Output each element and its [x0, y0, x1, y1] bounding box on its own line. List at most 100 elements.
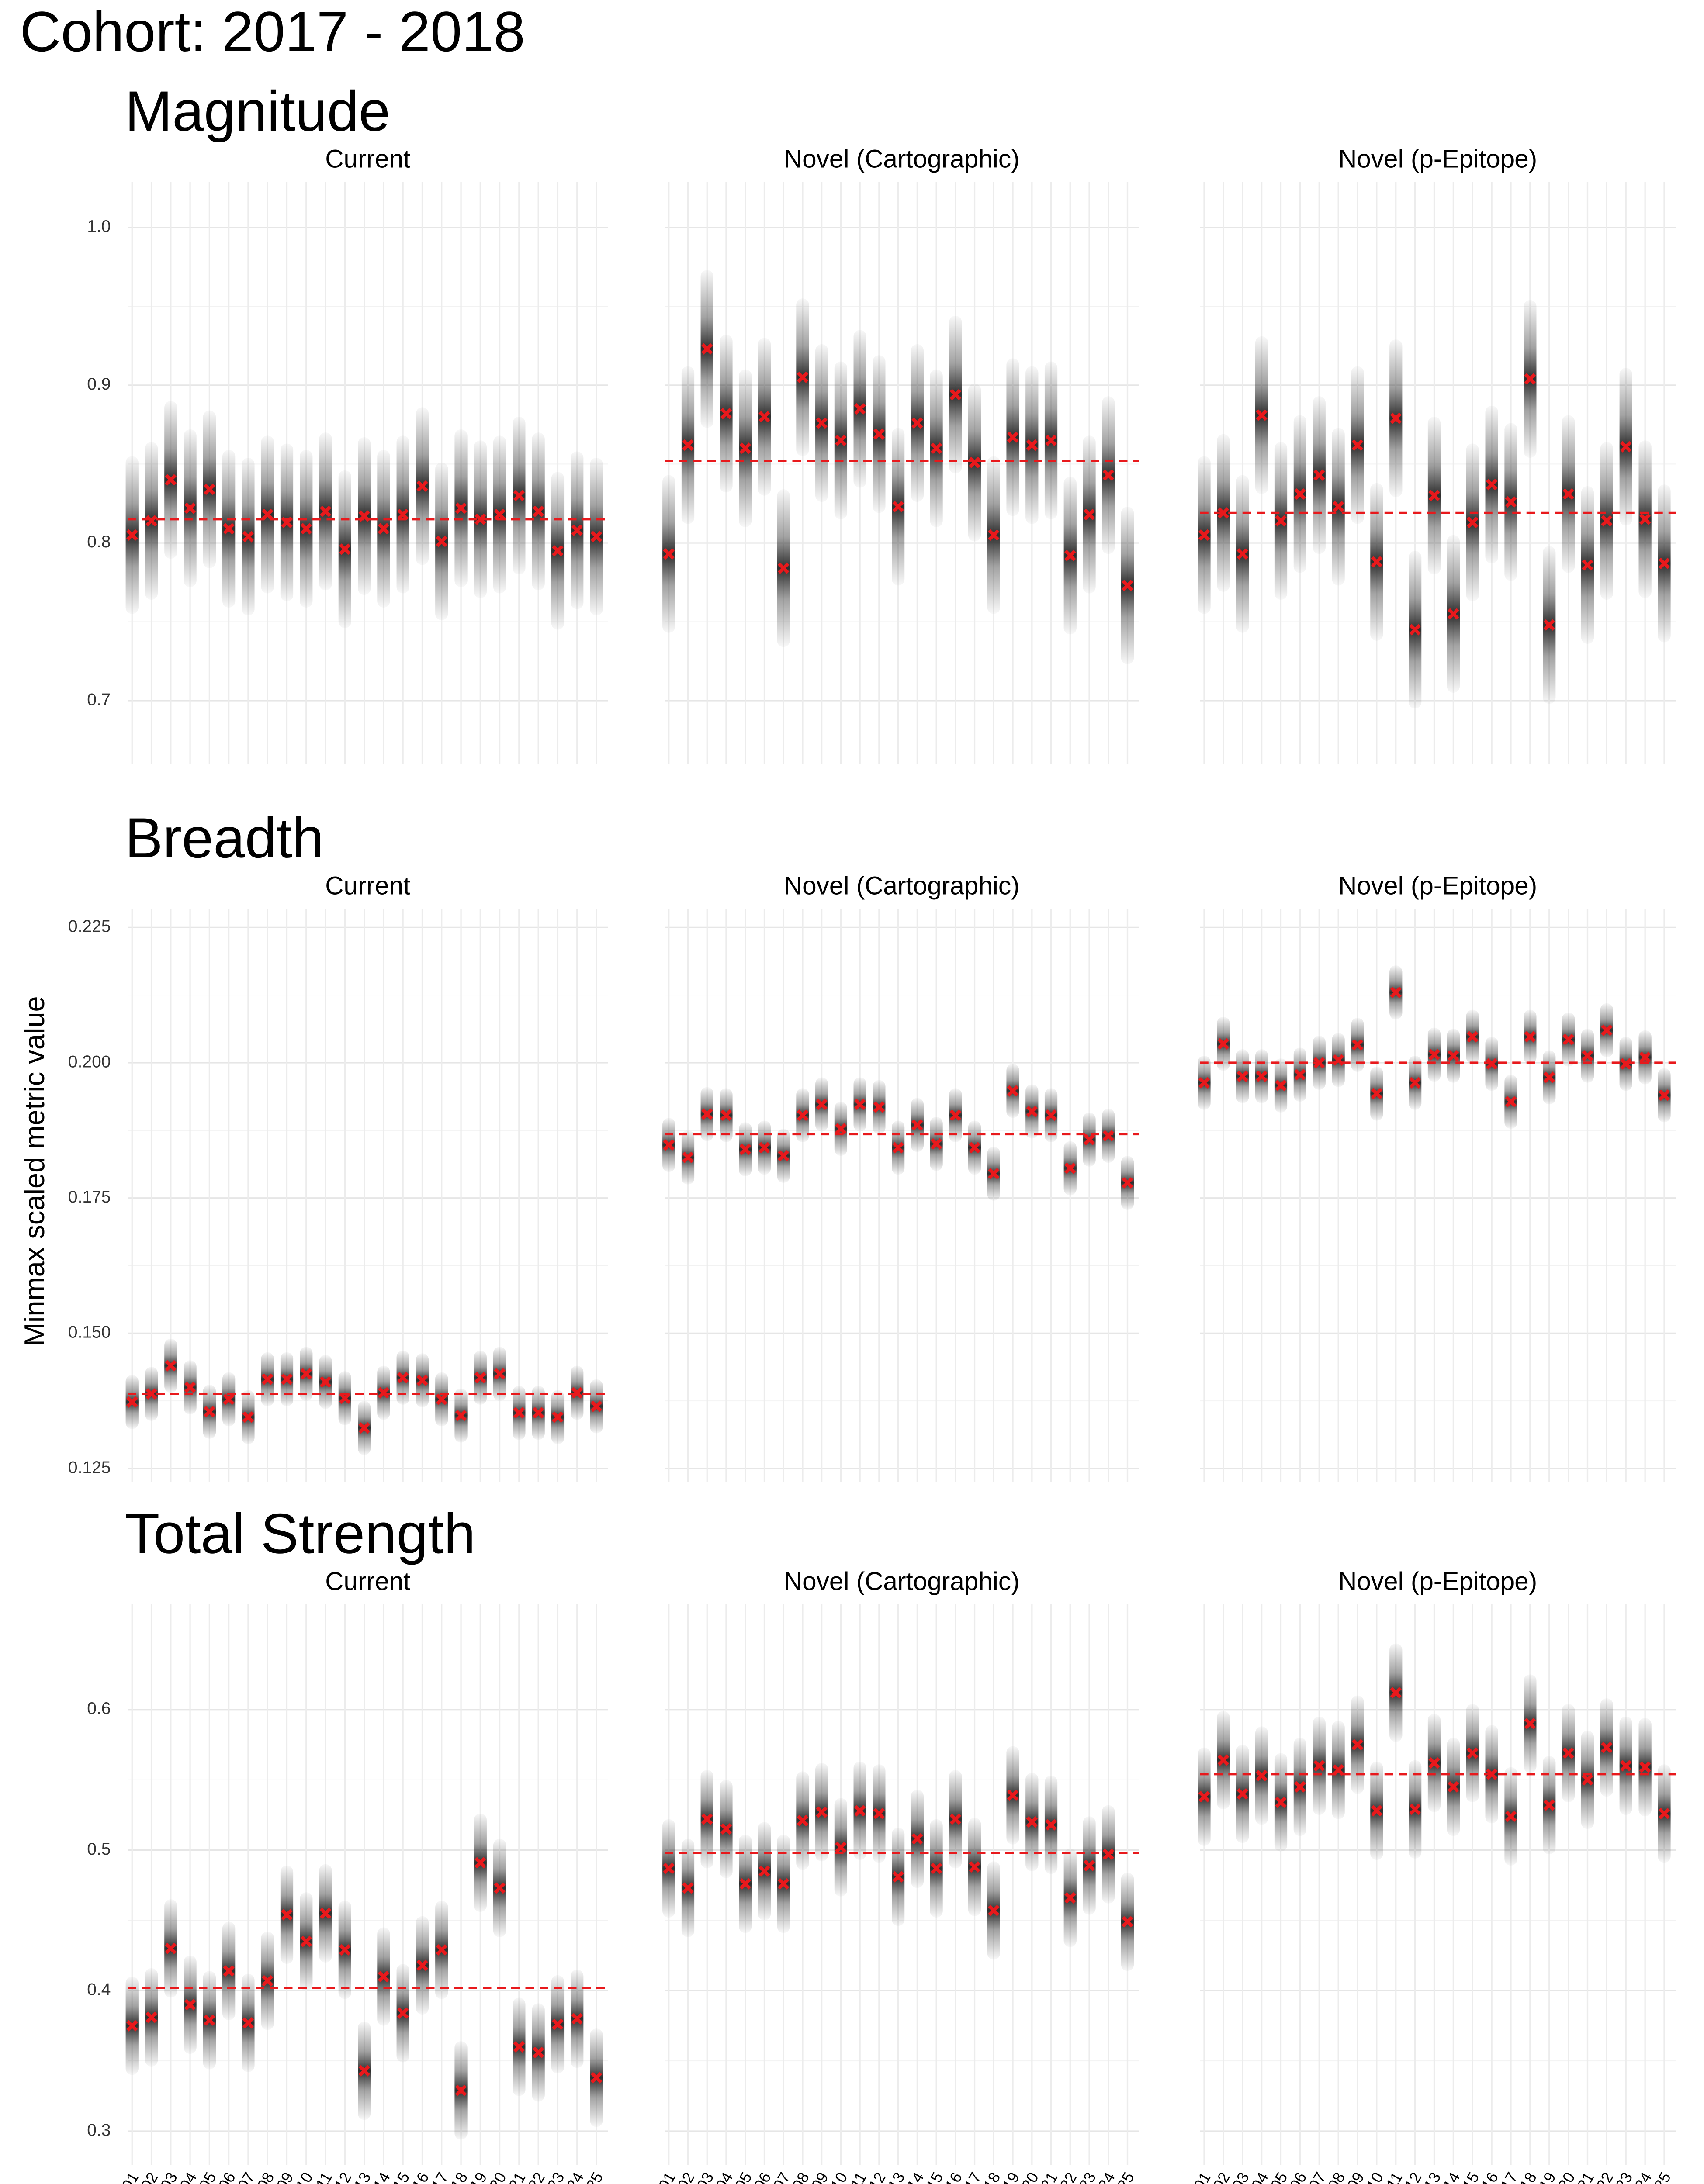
mean-marker — [682, 1882, 694, 1894]
mean-marker — [1658, 557, 1670, 570]
mean-marker — [720, 408, 732, 419]
mean-marker — [319, 1376, 332, 1388]
mean-marker — [1275, 515, 1287, 527]
mean-marker — [571, 2013, 583, 2025]
mean-marker — [797, 1109, 809, 1121]
mean-marker — [1428, 490, 1440, 501]
mean-marker — [778, 1878, 790, 1890]
mean-marker — [1064, 1162, 1076, 1174]
mean-marker — [1083, 1859, 1095, 1872]
mean-marker — [1294, 488, 1306, 500]
mean-marker — [873, 1101, 885, 1113]
mean-marker — [1620, 1760, 1632, 1772]
mean-marker — [1045, 435, 1057, 446]
mean-marker — [1448, 1781, 1459, 1793]
panel-subtitle: Novel (p-Epitope) — [1338, 872, 1537, 900]
mean-marker — [1409, 1804, 1421, 1815]
mean-marker — [892, 501, 904, 513]
mean-marker — [949, 1813, 962, 1825]
mean-marker — [816, 1099, 828, 1110]
mean-marker — [1467, 516, 1479, 529]
mean-marker — [701, 1108, 713, 1120]
mean-marker — [663, 1139, 675, 1151]
mean-marker — [165, 474, 177, 486]
mean-marker — [339, 1944, 351, 1956]
mean-marker — [1428, 1049, 1440, 1061]
x-tick-label: 25 — [583, 2169, 607, 2184]
mean-marker — [1007, 1085, 1019, 1097]
mean-marker — [988, 1904, 1000, 1917]
mean-marker — [988, 529, 1000, 541]
mean-marker — [1371, 1805, 1383, 1817]
mean-marker — [1045, 1109, 1057, 1121]
mean-marker — [835, 1123, 847, 1135]
mean-marker — [1601, 515, 1613, 527]
mean-marker — [1562, 488, 1574, 500]
y-tick-label: 0.3 — [87, 2121, 111, 2139]
mean-marker — [223, 1965, 235, 1977]
mean-marker — [145, 2011, 157, 2023]
mean-marker — [281, 1909, 293, 1921]
mean-marker — [1083, 508, 1095, 521]
mean-marker — [1658, 1807, 1670, 1820]
mean-marker — [436, 536, 447, 547]
mean-marker — [300, 1368, 312, 1380]
mean-marker — [571, 524, 583, 536]
mean-marker — [223, 1393, 235, 1405]
mean-marker — [416, 480, 428, 492]
mean-marker — [778, 1150, 790, 1162]
mean-marker — [1256, 409, 1268, 421]
mean-marker — [892, 1871, 904, 1883]
mean-marker — [455, 2084, 467, 2096]
mean-marker — [1102, 1849, 1114, 1860]
mean-marker — [1428, 1757, 1440, 1769]
mean-marker — [1294, 1069, 1306, 1081]
mean-marker — [1486, 1768, 1498, 1780]
mean-marker — [474, 1372, 486, 1384]
mean-marker — [1256, 1070, 1268, 1082]
mean-marker — [416, 1959, 428, 1971]
mean-marker — [1601, 1024, 1613, 1036]
mean-marker — [701, 343, 713, 355]
mean-marker — [758, 1142, 770, 1154]
mean-marker — [1505, 1811, 1517, 1822]
mean-marker — [1064, 1892, 1076, 1904]
mean-marker — [892, 1142, 904, 1154]
mean-marker — [663, 1863, 675, 1874]
mean-marker — [242, 531, 254, 543]
mean-marker — [930, 1863, 942, 1874]
mean-marker — [242, 2017, 254, 2029]
y-tick-label: 0.5 — [87, 1840, 111, 1859]
mean-marker — [1064, 549, 1076, 561]
mean-marker — [1217, 1038, 1230, 1050]
mean-marker — [1275, 1079, 1287, 1092]
y-tick-label: 0.9 — [87, 375, 111, 394]
mean-marker — [1236, 1070, 1248, 1082]
mean-marker — [739, 1144, 751, 1155]
mean-marker — [1313, 1057, 1325, 1069]
mean-marker — [1026, 439, 1038, 451]
mean-marker — [126, 1396, 138, 1408]
mean-marker — [1351, 439, 1364, 451]
mean-marker — [223, 523, 235, 535]
mean-marker — [854, 403, 866, 415]
mean-marker — [455, 502, 467, 514]
y-tick-label: 0.125 — [68, 1458, 111, 1477]
mean-marker — [720, 1109, 732, 1121]
panel-subtitle: Novel (Cartographic) — [784, 145, 1020, 173]
y-tick-label: 0.6 — [87, 1699, 111, 1718]
mean-marker — [145, 515, 157, 527]
mean-marker — [1332, 1764, 1344, 1776]
mean-marker — [436, 1944, 447, 1956]
mean-marker — [378, 1970, 390, 1983]
mean-marker — [494, 1368, 506, 1380]
mean-marker — [854, 1805, 866, 1817]
mean-marker — [1122, 1916, 1133, 1928]
mean-marker — [126, 2020, 138, 2032]
mean-marker — [416, 1374, 428, 1386]
mean-marker — [758, 1865, 770, 1877]
mean-marker — [1620, 441, 1632, 453]
mean-marker — [873, 428, 885, 440]
mean-marker — [682, 1151, 694, 1163]
